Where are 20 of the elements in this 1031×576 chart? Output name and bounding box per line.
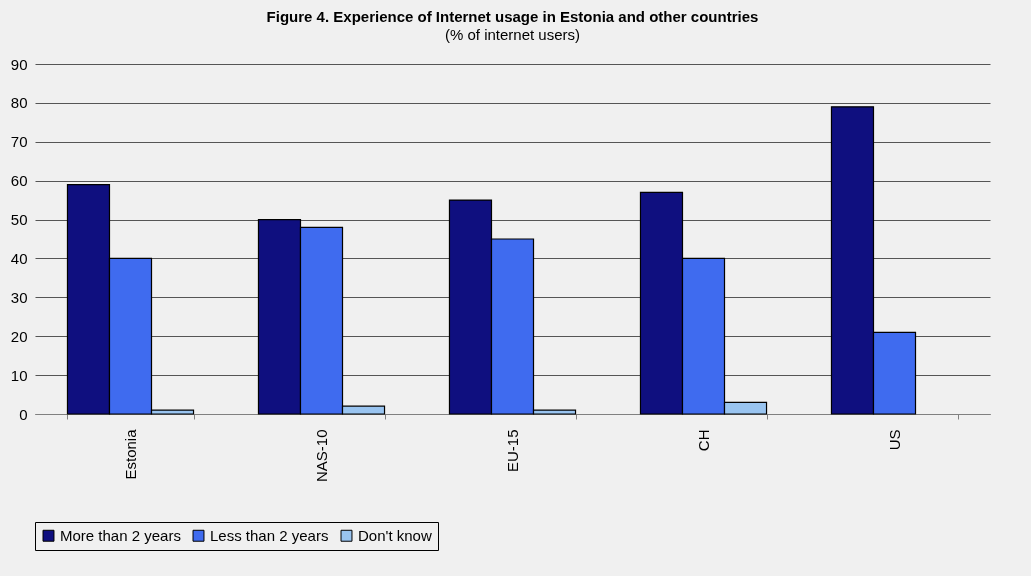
chart-subtitle: (% of internet users) [444, 26, 581, 43]
chart-title: Figure 4. Experience of Internet usage in Estonia and other countries [266, 8, 759, 25]
legend-label: More than 2 years [60, 526, 181, 544]
y-tick-label: 10 [10, 366, 28, 384]
y-tick-label: 60 [10, 172, 28, 190]
x-tick-label: US [886, 429, 903, 451]
y-tick-label: 30 [10, 288, 28, 306]
y-tick-label: 20 [10, 327, 28, 345]
x-tick-label: CH [695, 429, 712, 452]
y-tick-label: 0 [19, 405, 28, 423]
y-tick-label: 90 [10, 55, 28, 73]
x-tick-label: NAS-10 [313, 429, 330, 483]
legend-label: Less than 2 years [210, 526, 329, 544]
legend-label: Don't know [358, 526, 432, 544]
x-tick-label: Estonia [122, 428, 139, 480]
y-tick-label: 50 [10, 211, 28, 229]
x-tick-label: EU-15 [504, 429, 521, 473]
y-tick-label: 40 [10, 249, 28, 267]
y-tick-label: 80 [10, 94, 28, 112]
y-tick-label: 70 [10, 133, 28, 151]
